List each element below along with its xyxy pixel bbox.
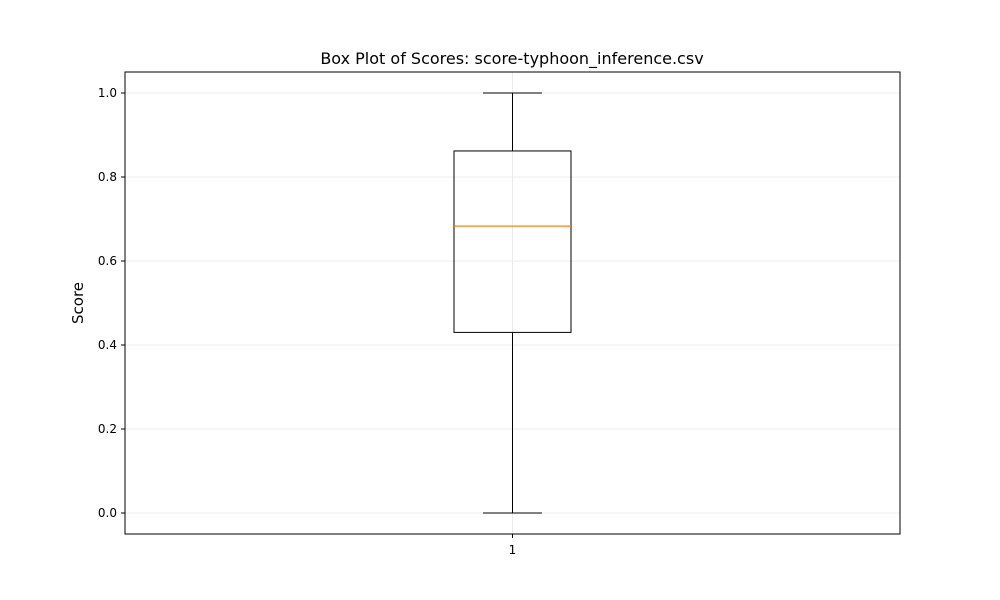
y-tick-label: 1.0 bbox=[98, 86, 117, 100]
box-iqr bbox=[453, 150, 572, 333]
x-axis-ticks: 1 bbox=[509, 534, 517, 557]
y-tick-label: 0.8 bbox=[98, 170, 117, 184]
x-tick-label: 1 bbox=[509, 543, 517, 557]
box-layer bbox=[453, 92, 572, 514]
y-tick-label: 0.6 bbox=[98, 254, 117, 268]
y-axis-ticks: 0.0 0.2 0.4 0.6 0.8 1.0 bbox=[98, 86, 125, 520]
y-tick-label: 0.0 bbox=[98, 506, 117, 520]
y-axis-label: Score bbox=[69, 282, 87, 324]
chart-title: Box Plot of Scores: score-typhoon_infere… bbox=[320, 49, 703, 69]
y-tick-label: 0.2 bbox=[98, 422, 117, 436]
y-tick-label: 0.4 bbox=[98, 338, 117, 352]
